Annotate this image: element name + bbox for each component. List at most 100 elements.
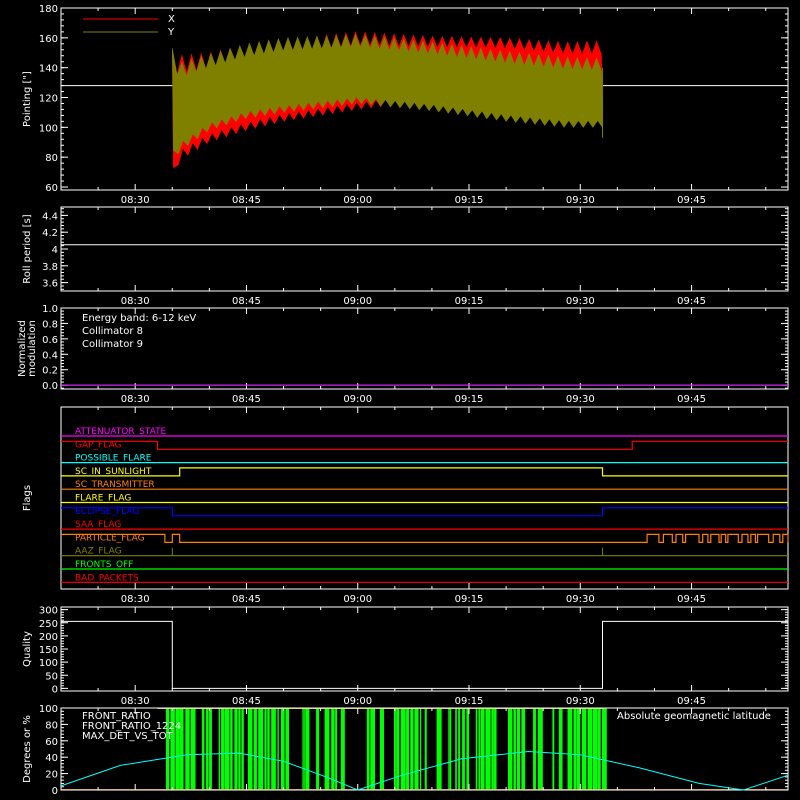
quality-trace	[61, 620, 788, 689]
quality-time-label: 09:15	[455, 696, 484, 707]
pointing-time-label: 08:45	[232, 195, 261, 206]
roll-time-label: 08:45	[232, 296, 261, 307]
roll-time-label: 09:45	[677, 296, 706, 307]
modulation-y-tick-label: 0.4	[42, 350, 58, 361]
flag-trace-ECLIPSE_FLAG	[61, 507, 788, 517]
geomagnetic-latitude-annotation: Absolute geomagnetic latitude	[617, 711, 771, 722]
modulation-time-label: 09:45	[677, 394, 706, 405]
flag-label-AAZ_FLAG: AAZ_FLAG	[75, 547, 122, 557]
flags-time-label: 08:45	[232, 594, 261, 605]
ratio-bar	[370, 708, 375, 790]
ratio-bar	[209, 708, 212, 790]
ratio-bar	[485, 708, 491, 790]
quality-time-label: 08:30	[121, 696, 150, 707]
ratio-bar	[462, 708, 465, 790]
flags-time-label: 09:30	[566, 594, 595, 605]
ratio-bar	[241, 708, 244, 790]
flag-label-POSSIBLE_FLARE: POSSIBLE_FLARE	[75, 454, 152, 464]
ratio-bar	[458, 708, 461, 790]
ratio-bar	[253, 708, 257, 790]
flag-label-SC_TRANSMITTER: SC_TRANSMITTER	[75, 480, 155, 490]
ratios-y-tick-label: 100	[39, 704, 58, 715]
ratio-bar	[285, 708, 290, 790]
flag-label-FLARE_FLAG: FLARE_FLAG	[75, 494, 131, 504]
ratio-bar	[267, 708, 270, 790]
ratio-bar	[493, 708, 497, 790]
ratio-bar	[190, 708, 196, 790]
roll-y-tick-label: 3.8	[42, 262, 58, 273]
quality-time-label: 09:00	[343, 696, 372, 707]
modulation-time-label: 09:30	[566, 394, 595, 405]
ratio-bar	[379, 708, 384, 790]
modulation-annotation: Energy band: 6-12 keV	[82, 313, 196, 324]
ratio-bar	[185, 708, 190, 790]
ratio-legend-label: FRONT_RATIO	[82, 711, 151, 722]
modulation-y-tick-label: 0.8	[42, 319, 58, 330]
ratio-bar	[247, 708, 253, 790]
ratios-y-tick-label: 40	[45, 753, 58, 764]
ratio-bar	[302, 708, 304, 790]
flags-time-label: 08:30	[121, 594, 150, 605]
pointing-y-tick-label: 60	[45, 183, 58, 194]
quality-y-tick-label: 200	[39, 632, 58, 643]
ratio-bar	[221, 708, 225, 790]
modulation-y-tick-label: 1.0	[42, 304, 58, 315]
ratio-bar	[507, 708, 513, 790]
flags-ylabel: Flags	[22, 485, 33, 511]
pointing-time-label: 09:30	[566, 195, 595, 206]
ratio-bar	[230, 708, 233, 790]
modulation-time-label: 09:00	[343, 394, 372, 405]
ratio-bar	[393, 708, 396, 790]
roll-time-label: 09:15	[455, 296, 484, 307]
modulation-y-tick-label: 0.0	[42, 381, 58, 392]
roll-y-tick-label: 3.6	[42, 279, 58, 290]
ratio-bar	[521, 708, 526, 790]
ratio-bar	[234, 708, 238, 790]
ratio-bar	[303, 708, 305, 790]
modulation-time-label: 08:45	[232, 394, 261, 405]
quality-y-tick-label: 50	[45, 671, 58, 682]
pointing-y-tick-label: 180	[39, 4, 58, 15]
ratio-bar	[331, 708, 335, 790]
ratios-y-tick-label: 20	[45, 770, 58, 781]
ratio-bar	[206, 708, 209, 790]
ratio-legend-label: FRONT_RATIO_1224	[82, 721, 181, 732]
roll-y-tick-label: 4.2	[42, 228, 58, 239]
ratio-bar	[587, 708, 593, 790]
flag-label-SC_IN_SUNLIGHT: SC_IN_SUNLIGHT	[75, 467, 152, 477]
ratio-bar	[602, 708, 607, 790]
ratio-bar	[436, 708, 442, 790]
flag-label-ATTENUATOR_STATE: ATTENUATOR_STATE	[75, 427, 167, 437]
pointing-ylabel: Pointing ["]	[22, 71, 33, 127]
ratio-bar	[516, 708, 520, 790]
ratio-bar	[480, 708, 485, 790]
ratio-bar	[170, 708, 175, 790]
flag-label-FRONTS_OFF: FRONTS_OFF	[75, 560, 133, 570]
ratio-bar	[258, 708, 264, 790]
pointing-frame	[60, 7, 789, 191]
modulation-time-label: 09:15	[455, 394, 484, 405]
ratios-ylabel: Degrees or %	[22, 715, 33, 783]
ratio-bar	[466, 708, 470, 790]
ratio-bar	[218, 708, 221, 790]
pointing-y-tick-label: 100	[39, 123, 58, 134]
ratio-bar	[175, 708, 180, 790]
flag-trace-GAP_FLAG	[61, 440, 788, 450]
legend-label-X: X	[168, 14, 175, 25]
quality-y-tick-label: 250	[39, 619, 58, 630]
quality-y-tick-label: 0	[52, 684, 58, 695]
modulation-ylabel: Normalized	[17, 320, 28, 377]
modulation-ylabel: modulation	[27, 320, 38, 377]
ratio-bar	[491, 708, 494, 790]
roll-y-tick-label: 4.4	[42, 211, 58, 222]
ratio-bar	[165, 708, 170, 790]
modulation-annotation: Collimator 9	[82, 339, 143, 350]
ratio-bar	[305, 708, 310, 790]
flag-trace-PARTICLE_FLAG	[61, 533, 789, 543]
quality-ylabel: Quality	[22, 631, 33, 667]
ratio-bar	[533, 708, 536, 790]
flag-label-PARTICLE_FLAG: PARTICLE_FLAG	[75, 533, 145, 543]
ratios-y-tick-label: 60	[45, 737, 58, 748]
